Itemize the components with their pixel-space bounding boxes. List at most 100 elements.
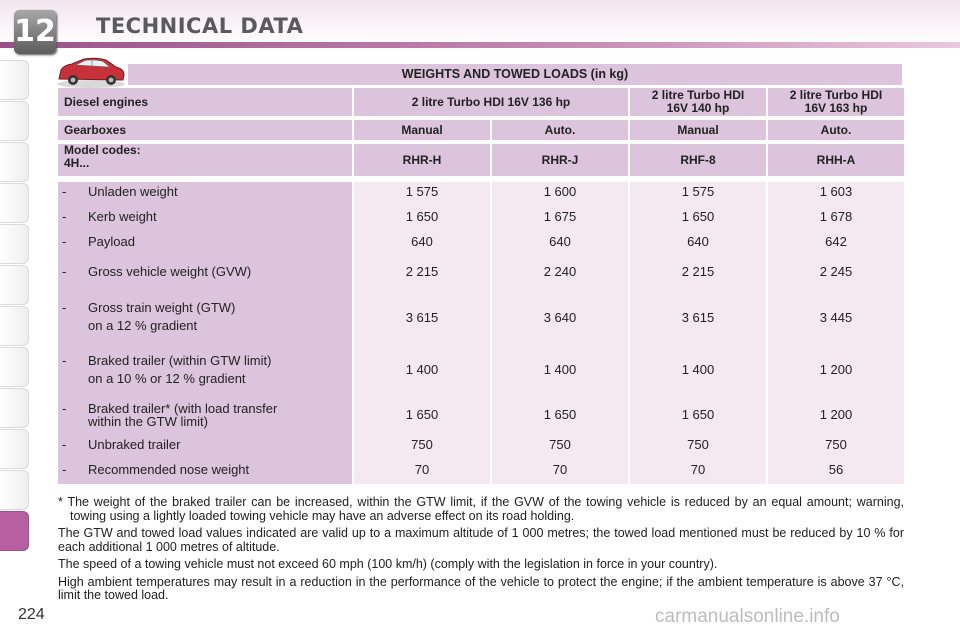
- value-column-bg: [354, 182, 490, 484]
- side-tab[interactable]: [0, 306, 29, 346]
- row-value: 640: [411, 234, 433, 249]
- engine-163hp-line1: 2 litre Turbo HDI: [789, 88, 883, 102]
- page-title: TECHNICAL DATA: [96, 14, 304, 38]
- watermark: carmanualsonline.info: [655, 606, 840, 627]
- row-label: Recommended nose weight: [88, 462, 250, 477]
- section-title: WEIGHTS AND TOWED LOADS (in kg): [128, 64, 902, 85]
- row-value: 1 575: [681, 184, 715, 199]
- model-code-cell: RHH-A: [768, 144, 904, 176]
- side-tab-active[interactable]: [0, 511, 29, 551]
- row-value: 70: [690, 462, 706, 477]
- weights-table-body: - Unladen weight 1 575 1 600 1 575 1 603…: [58, 182, 904, 484]
- row-value: 642: [825, 234, 847, 249]
- side-tab[interactable]: [0, 388, 29, 428]
- gearbox-cell: Manual: [630, 120, 766, 140]
- row-value: 70: [414, 462, 430, 477]
- row-dash: -: [62, 437, 67, 452]
- gearbox-cell: Auto.: [768, 120, 904, 140]
- row-value: 1 650: [405, 407, 439, 422]
- row-dash: -: [62, 353, 67, 368]
- row-value: 1 650: [681, 407, 715, 422]
- row-value: 1 400: [405, 362, 439, 377]
- model-code-cell: RHR-H: [354, 144, 490, 176]
- side-tab[interactable]: [0, 429, 29, 469]
- row-dash: -: [62, 401, 67, 416]
- row-value: 2 245: [819, 264, 853, 279]
- row-dash: -: [62, 300, 67, 315]
- side-tab[interactable]: [0, 224, 29, 264]
- row-value: 1 650: [405, 209, 439, 224]
- side-tab[interactable]: [0, 470, 29, 510]
- gearboxes-row: Gearboxes Manual Auto. Manual Auto.: [58, 120, 904, 140]
- side-tab[interactable]: [0, 101, 29, 141]
- gearboxes-label: Gearboxes: [58, 120, 352, 140]
- side-tab[interactable]: [0, 347, 29, 387]
- note-altitude: The GTW and towed load values indicated …: [58, 526, 904, 554]
- row-value: 1 675: [543, 209, 577, 224]
- engine-140hp-line1: 2 litre Turbo HDI: [651, 88, 745, 102]
- row-value: 750: [411, 437, 433, 452]
- row-dash: -: [62, 264, 67, 279]
- footnotes: * The weight of the braked trailer can b…: [58, 495, 904, 607]
- value-column-bg: [492, 182, 628, 484]
- row-value: 1 400: [681, 362, 715, 377]
- note-temperature: High ambient temperatures may result in …: [58, 574, 904, 602]
- row-value: 2 215: [405, 264, 439, 279]
- row-sublabel: on a 10 % or 12 % gradient: [88, 371, 246, 386]
- engine-136hp: 2 litre Turbo HDI 16V 136 hp: [354, 88, 628, 116]
- row-value: 1 678: [819, 209, 853, 224]
- row-value: 1 575: [405, 184, 439, 199]
- engine-140hp-line2: 16V 140 hp: [666, 101, 730, 115]
- engine-140hp: 2 litre Turbo HDI 16V 140 hp: [630, 88, 766, 116]
- side-tab[interactable]: [0, 183, 29, 223]
- model-codes-row: Model codes: 4H... RHR-H RHR-J RHF-8 RHH…: [58, 144, 904, 176]
- row-value: 1 650: [681, 209, 715, 224]
- note-speed: The speed of a towing vehicle must not e…: [58, 557, 718, 571]
- row-value: 3 615: [405, 310, 439, 325]
- page-header: [0, 0, 960, 46]
- row-value: 1 200: [819, 407, 853, 422]
- model-codes-label-line1: Model codes:: [64, 143, 141, 157]
- row-label: Gross train weight (GTW): [88, 300, 236, 315]
- row-label: Unbraked trailer: [88, 437, 181, 452]
- row-value: 1 603: [819, 184, 853, 199]
- row-value: 750: [549, 437, 571, 452]
- row-label: Braked trailer (within GTW limit): [88, 353, 272, 368]
- row-dash: -: [62, 209, 67, 224]
- row-value: 56: [828, 462, 844, 477]
- row-value: 3 615: [681, 310, 715, 325]
- side-tab[interactable]: [0, 142, 29, 182]
- row-dash: -: [62, 462, 67, 477]
- row-value: 1 200: [819, 362, 853, 377]
- label-column-bg: [58, 182, 352, 484]
- row-label: Kerb weight: [88, 209, 157, 224]
- row-value: 70: [552, 462, 568, 477]
- value-column-bg: [768, 182, 904, 484]
- chapter-badge: 12: [14, 10, 56, 54]
- row-value: 1 650: [543, 407, 577, 422]
- row-value: 640: [549, 234, 571, 249]
- engine-163hp: 2 litre Turbo HDI 16V 163 hp: [768, 88, 904, 116]
- row-value: 3 640: [543, 310, 577, 325]
- gearbox-cell: Auto.: [492, 120, 628, 140]
- row-label: Unladen weight: [88, 184, 178, 199]
- side-tab[interactable]: [0, 265, 29, 305]
- row-label: Gross vehicle weight (GVW): [88, 264, 252, 279]
- engines-label: Diesel engines: [58, 88, 352, 116]
- engines-row: Diesel engines 2 litre Turbo HDI 16V 136…: [58, 88, 904, 116]
- row-value: 750: [825, 437, 847, 452]
- model-codes-label-line2: 4H...: [64, 156, 90, 170]
- page-number: 224: [18, 606, 45, 623]
- row-value: 2 215: [681, 264, 715, 279]
- header-band: [0, 42, 960, 48]
- row-label: Payload: [88, 234, 135, 249]
- row-value: 2 240: [543, 264, 577, 279]
- model-code-cell: RHR-J: [492, 144, 628, 176]
- row-sublabel: on a 12 % gradient: [88, 318, 198, 333]
- side-tab[interactable]: [0, 60, 29, 100]
- row-dash: -: [62, 234, 67, 249]
- row-value: 1 600: [543, 184, 577, 199]
- row-dash: -: [62, 184, 67, 199]
- model-code-cell: RHF-8: [630, 144, 766, 176]
- side-tabs: [0, 60, 30, 552]
